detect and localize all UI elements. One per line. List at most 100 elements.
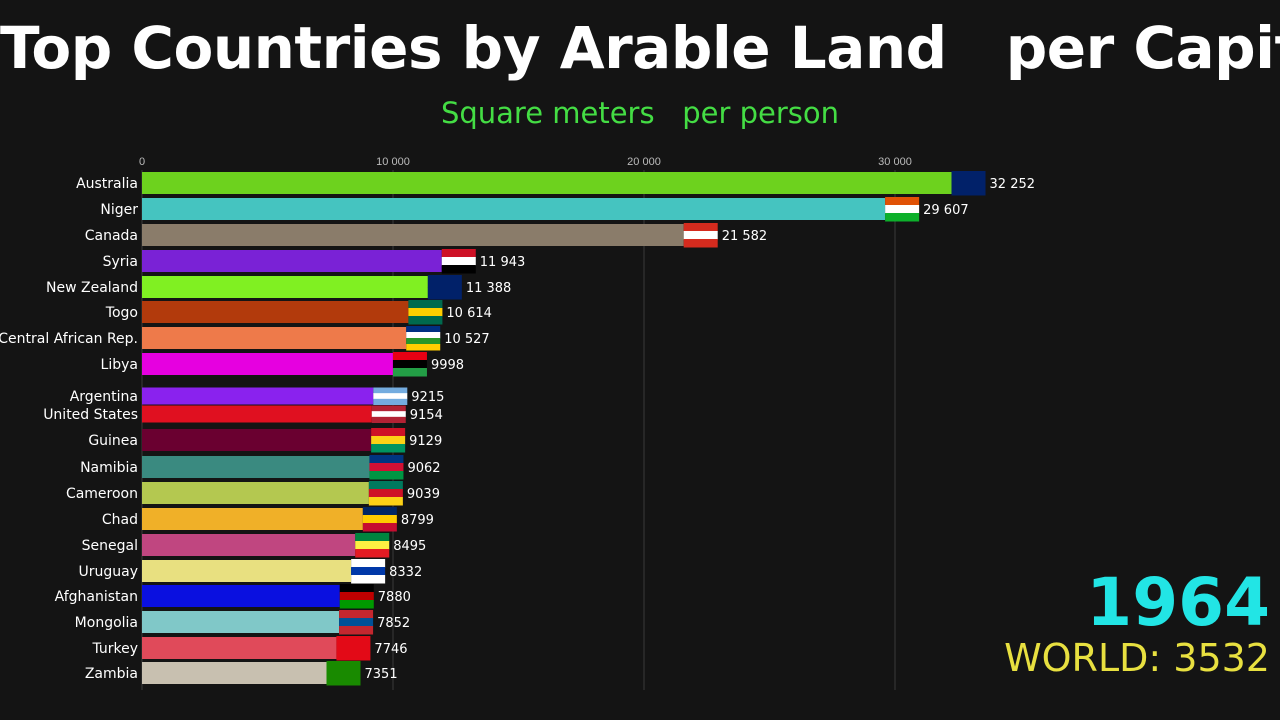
bar	[142, 456, 370, 478]
flag-stripe	[362, 515, 397, 524]
world-value: WORLD: 3532	[1004, 636, 1270, 680]
flag-icon	[373, 387, 408, 405]
flag-stripe	[371, 444, 406, 453]
flag-stripe	[371, 416, 406, 423]
flag-stripe	[951, 183, 986, 196]
bar	[142, 429, 372, 451]
flag-stripe	[683, 239, 718, 248]
category-label: Turkey	[91, 641, 138, 657]
tick-label: 0	[139, 156, 145, 168]
value-label: 10 614	[446, 306, 492, 321]
category-label: United States	[43, 407, 138, 423]
flag-stripe	[441, 257, 476, 266]
flag-stripe	[683, 223, 718, 232]
flag-stripe	[441, 265, 476, 274]
flag-stripe	[406, 332, 441, 339]
flag-stripe	[339, 618, 374, 627]
bar	[142, 585, 340, 607]
value-label: 32 252	[990, 177, 1035, 192]
flag-icon	[951, 171, 986, 196]
bar	[142, 224, 684, 246]
flag-stripe	[351, 559, 386, 568]
flag-stripe	[406, 338, 441, 345]
flag-icon	[371, 428, 406, 453]
flag-icon	[683, 223, 718, 248]
value-label: 29 607	[923, 203, 969, 218]
value-label: 9154	[410, 408, 443, 423]
flag-icon	[336, 636, 371, 661]
flag-stripe	[339, 600, 374, 609]
flag-stripe	[368, 489, 403, 498]
flag-stripe	[441, 249, 476, 258]
flag-icon	[339, 610, 374, 635]
flag-stripe	[373, 387, 408, 394]
category-label: Libya	[101, 357, 138, 373]
value-label: 11 388	[466, 281, 512, 296]
flag-stripe	[392, 360, 427, 369]
flag-stripe	[683, 231, 718, 240]
bar	[142, 172, 952, 194]
flag-stripe	[371, 428, 406, 437]
value-label: 9039	[407, 487, 440, 502]
value-label: 7351	[365, 667, 398, 682]
category-label: Central African Rep.	[0, 331, 138, 347]
flag-stripe	[371, 436, 406, 445]
bar	[142, 353, 393, 375]
category-label: Namibia	[80, 460, 138, 476]
flag-stripe	[373, 393, 408, 400]
category-label: Uruguay	[79, 564, 139, 580]
bar	[142, 301, 409, 323]
value-label: 7852	[377, 616, 410, 631]
category-label: Guinea	[88, 433, 138, 449]
category-label: Australia	[76, 176, 138, 192]
flag-stripe	[336, 644, 371, 653]
value-label: 8495	[393, 539, 426, 554]
flag-stripe	[355, 549, 390, 558]
flag-icon	[392, 352, 427, 377]
flag-stripe	[408, 316, 443, 325]
bar	[142, 405, 372, 423]
flag-stripe	[427, 287, 462, 300]
flag-stripe	[885, 213, 920, 222]
value-label: 9062	[407, 461, 440, 476]
value-label: 11 943	[480, 255, 526, 270]
flag-stripe	[885, 205, 920, 214]
flag-stripe	[392, 352, 427, 361]
category-label: Niger	[100, 202, 138, 218]
bar	[142, 637, 337, 659]
flag-stripe	[355, 541, 390, 550]
category-label: Chad	[102, 512, 138, 528]
value-label: 9215	[411, 390, 444, 405]
flag-stripe	[406, 326, 441, 333]
flag-stripe	[326, 669, 361, 678]
value-label: 9998	[431, 358, 464, 373]
flag-stripe	[369, 471, 404, 480]
flag-stripe	[326, 677, 361, 686]
value-label: 7746	[374, 642, 407, 657]
tick-label: 20 000	[627, 156, 661, 168]
category-label: Togo	[105, 305, 138, 321]
flag-icon	[441, 249, 476, 274]
flag-stripe	[355, 533, 390, 542]
flag-stripe	[362, 507, 397, 516]
flag-icon	[408, 300, 443, 325]
flag-stripe	[336, 636, 371, 645]
category-label: Cameroon	[66, 486, 138, 502]
flag-stripe	[885, 197, 920, 206]
flag-icon	[885, 197, 920, 222]
flag-icon	[351, 559, 386, 584]
flag-stripe	[951, 171, 986, 184]
bar	[142, 482, 369, 504]
flag-stripe	[392, 368, 427, 377]
bar	[142, 560, 352, 582]
bar	[142, 327, 407, 349]
bar	[142, 276, 428, 298]
bar	[142, 508, 363, 530]
bar	[142, 250, 442, 272]
year-label: 1964	[1086, 564, 1270, 641]
flag-stripe	[369, 455, 404, 464]
flag-stripe	[371, 405, 406, 412]
flag-stripe	[339, 584, 374, 593]
flag-icon	[369, 455, 404, 480]
